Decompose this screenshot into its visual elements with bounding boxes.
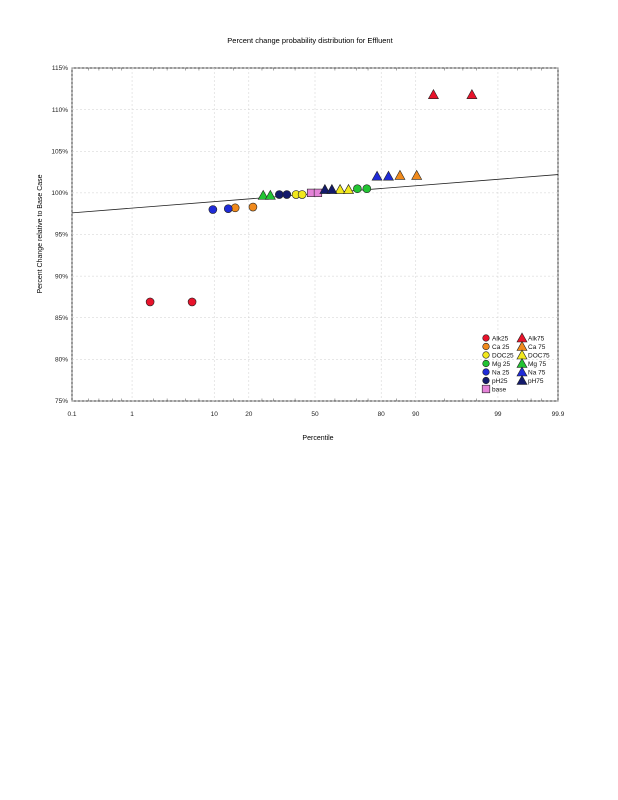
point-ca75 [394,169,406,180]
legend-label-na75: Na 75 [528,369,546,376]
y-tick-label: 105% [51,148,68,155]
y-tick-label: 80% [55,357,68,364]
legend-label-ph25: pH25 [492,378,508,385]
x-tick-label: 0.1 [67,411,76,418]
legend-marker-ph75 [516,374,528,385]
x-tick-label: 1 [130,411,134,418]
legend-label-mg75: Mg 75 [528,361,546,368]
legend-label-alk75: Alk75 [528,335,545,342]
point-ca75 [411,169,423,180]
x-tick-label: 10 [211,411,219,418]
chart-title: Percent change probability distribution … [227,36,393,45]
legend-label-doc75: DOC75 [528,352,550,359]
point-alk75 [427,89,439,99]
legend-marker-ca75 [516,340,528,351]
point-na25 [208,205,218,214]
data-points [145,89,478,307]
legend-label-base: base [492,386,506,393]
point-doc75 [343,183,355,194]
y-tick-label: 75% [55,398,68,405]
point-base [306,188,316,197]
point-na75 [382,170,395,181]
y-tick-label: 110% [52,107,68,114]
legend-label-doc25: DOC25 [492,352,514,359]
y-tick-label: 90% [55,273,68,280]
point-mg25 [362,184,372,194]
legend-marker-base [481,384,491,394]
legend-label-na25: Na 25 [492,369,510,376]
point-mg75 [264,189,276,200]
point-mg75 [257,189,269,200]
point-ph25 [275,190,284,199]
x-axis-label: Percentile [302,435,333,442]
grid [71,67,559,402]
y-axis-label: Percent Change relative to Base Case [37,174,44,293]
legend-marker-doc75 [516,349,528,360]
point-na75 [371,170,383,181]
point-ca25 [248,202,258,212]
point-alk25 [187,297,197,307]
x-tick-label: 99 [494,411,502,418]
legend-marker-alk75 [516,332,528,343]
y-tick-label: 95% [55,232,68,239]
legend-marker-na25 [482,368,490,376]
legend-marker-alk25 [482,334,490,342]
legend-label-mg25: Mg 25 [492,361,510,368]
point-mg25 [353,184,362,194]
x-tick-label: 20 [245,411,253,418]
legend-label-ca75: Ca 75 [528,344,546,351]
point-doc25 [297,190,307,199]
axis-ticks: 75% 80% 85% 90% 95% 100% 105% 110% 115% 0.1 1 10 20 5… [51,65,564,418]
legend-marker-mg75 [516,357,528,368]
y-tick-label: 100% [51,190,68,197]
point-na25 [223,204,233,213]
y-tick-label: 85% [55,315,68,322]
legend-label-alk25: Alk25 [492,335,509,342]
point-ph75 [319,183,331,194]
point-ph25 [282,190,292,199]
point-ph75 [326,183,338,194]
legend-label-ca25: Ca 25 [492,344,510,351]
x-tick-label: 80 [378,411,386,418]
point-alk25 [145,297,155,307]
legend-marker-na75 [516,366,528,377]
point-doc75 [334,183,346,194]
legend-marker-mg25 [482,359,490,368]
y-tick-label: 115% [52,65,68,72]
point-alk75 [466,89,478,99]
legend-label-ph75: pH75 [528,378,544,385]
x-tick-label: 90 [412,411,420,418]
x-tick-label: 99.9 [552,411,565,418]
legend-marker-ca25 [482,342,490,351]
x-tick-label: 50 [311,411,319,418]
legend-marker-ph25 [482,376,490,385]
legend-marker-doc25 [482,351,490,359]
